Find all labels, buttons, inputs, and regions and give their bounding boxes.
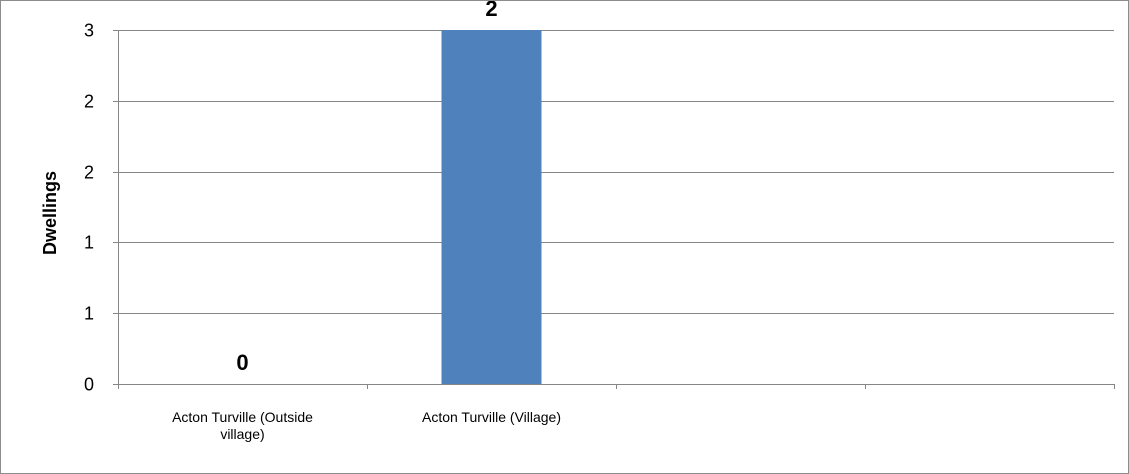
bar bbox=[441, 30, 542, 384]
data-label: 2 bbox=[485, 1, 497, 21]
data-labels: 02 bbox=[236, 1, 497, 375]
y-tick-label: 3 bbox=[84, 21, 94, 41]
y-tick-labels: 0 1 1 2 2 3 bbox=[84, 21, 94, 395]
bars bbox=[441, 30, 542, 384]
y-axis-title: Dwellings bbox=[40, 171, 60, 255]
data-label: 0 bbox=[236, 350, 248, 375]
gridlines bbox=[118, 30, 1114, 314]
x-tick-label: Acton Turville (Village) bbox=[422, 409, 561, 425]
y-tick-label: 1 bbox=[84, 233, 94, 253]
axes bbox=[113, 30, 1115, 389]
y-tick-label: 1 bbox=[84, 304, 94, 324]
x-tick-labels: Acton Turville (Outside village) Acton Tur… bbox=[172, 409, 561, 442]
y-tick-label: 2 bbox=[84, 92, 94, 112]
y-tick-label: 2 bbox=[84, 163, 94, 183]
y-tick-label: 0 bbox=[84, 375, 94, 395]
x-tick-label: Acton Turville (Outside village) bbox=[172, 409, 313, 442]
